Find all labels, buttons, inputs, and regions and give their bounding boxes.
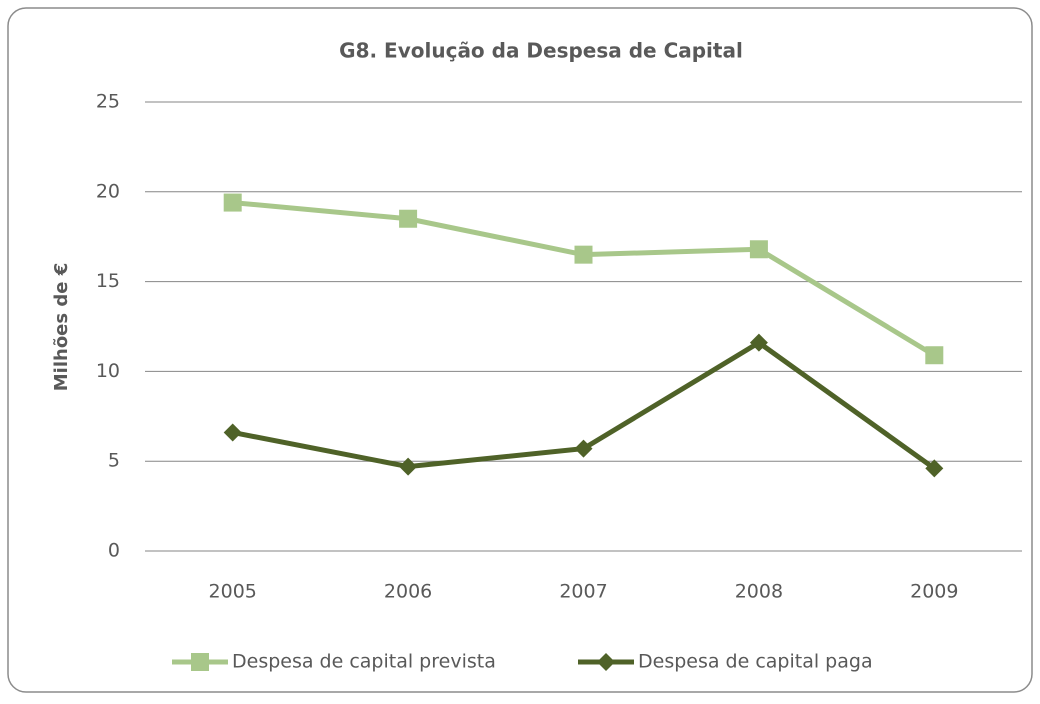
marker <box>223 423 242 442</box>
marker <box>574 439 593 458</box>
legend-marker <box>597 653 615 671</box>
x-tick-label: 2007 <box>559 581 607 603</box>
y-tick-label: 20 <box>96 180 120 202</box>
marker <box>574 245 593 264</box>
legend-label: Despesa de capital prevista <box>232 651 496 673</box>
y-axis-label: Milhões de € <box>51 263 72 392</box>
marker <box>399 209 418 228</box>
marker <box>399 457 418 476</box>
x-tick-label: 2008 <box>735 581 783 603</box>
legend-marker <box>191 653 209 671</box>
marker <box>925 346 944 365</box>
x-tick-label: 2006 <box>384 581 432 603</box>
y-tick-label: 0 <box>108 540 120 562</box>
marker <box>925 459 944 478</box>
y-tick-label: 5 <box>108 450 120 472</box>
y-tick-label: 25 <box>96 91 120 113</box>
x-tick-label: 2005 <box>209 581 257 603</box>
marker <box>223 193 242 212</box>
chart-border <box>7 7 1033 693</box>
y-tick-label: 10 <box>96 360 120 382</box>
x-tick-label: 2009 <box>910 581 958 603</box>
legend-label: Despesa de capital paga <box>638 651 873 673</box>
chart-title: G8. Evolução da Despesa de Capital <box>339 39 743 63</box>
marker <box>749 333 768 352</box>
y-tick-label: 15 <box>96 270 120 292</box>
marker <box>749 240 768 259</box>
